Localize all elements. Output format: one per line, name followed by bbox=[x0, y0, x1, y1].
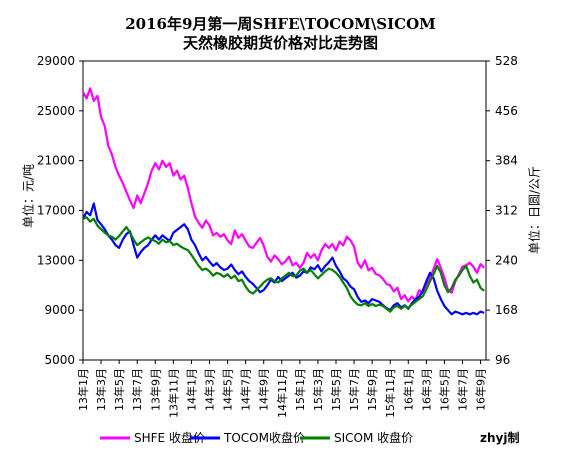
y-tick-label: 5000 bbox=[44, 353, 75, 367]
x-tick-label: 16年5月 bbox=[437, 368, 451, 411]
x-tick-label: 14年7月 bbox=[239, 368, 253, 411]
credit-label: zhyj制 bbox=[480, 430, 519, 445]
x-tick-label: 14年3月 bbox=[203, 368, 217, 411]
x-tick-label: 14年1月 bbox=[184, 368, 198, 411]
y-tick-label: 9000 bbox=[44, 303, 75, 317]
series-line-1 bbox=[82, 87, 485, 303]
x-tick-label: 14年9月 bbox=[257, 368, 271, 411]
series-line-3 bbox=[82, 216, 485, 313]
series-line-2 bbox=[82, 202, 485, 316]
x-tick-label: 13年7月 bbox=[130, 368, 144, 411]
x-tick-label: 16年3月 bbox=[419, 368, 433, 411]
y-tick-label: 17000 bbox=[37, 204, 75, 218]
x-tick-label: 15年1月 bbox=[293, 368, 307, 411]
x-tick-label: 14年5月 bbox=[221, 368, 235, 411]
x-tick-label: 13年11月 bbox=[166, 368, 180, 418]
x-tick-label: 15年9月 bbox=[365, 368, 379, 411]
y-tick-label: 25000 bbox=[37, 104, 75, 118]
x-tick-label: 13年3月 bbox=[94, 368, 108, 411]
x-tick-label: 14年11月 bbox=[275, 368, 289, 418]
x-tick-label: 15年5月 bbox=[329, 368, 343, 411]
x-tick-label: 15年3月 bbox=[311, 368, 325, 411]
y2-tick-label: 240 bbox=[495, 253, 518, 267]
x-tick-label: 16年1月 bbox=[401, 368, 415, 411]
y-tick-label: 13000 bbox=[37, 253, 75, 267]
chart-title: 2016年9月第一周SHFE\TOCOM\SICOM bbox=[125, 15, 436, 33]
y2-tick-label: 312 bbox=[495, 204, 518, 218]
y2-tick-label: 96 bbox=[495, 353, 510, 367]
y2-tick-label: 168 bbox=[495, 303, 518, 317]
y-tick-label: 21000 bbox=[37, 154, 75, 168]
x-tick-label: 15年7月 bbox=[347, 368, 361, 411]
x-tick-label: 13年9月 bbox=[148, 368, 162, 411]
x-tick-label: 13年5月 bbox=[112, 368, 126, 411]
chart-subtitle: 天然橡胶期货价格对比走势图 bbox=[182, 34, 378, 52]
y2-tick-label: 456 bbox=[495, 104, 518, 118]
y2-tick-label: 528 bbox=[495, 54, 518, 68]
legend-label-2: TOCOM收盘价 bbox=[223, 430, 305, 445]
x-tick-label: 13年1月 bbox=[76, 368, 90, 411]
x-tick-label: 15年11月 bbox=[383, 368, 397, 418]
legend-label-1: SHFE 收盘价 bbox=[134, 430, 205, 445]
plot-frame bbox=[82, 60, 487, 361]
legend-label-3: SICOM 收盘价 bbox=[334, 430, 413, 445]
y2-tick-label: 384 bbox=[495, 154, 518, 168]
x-tick-label: 16年7月 bbox=[456, 368, 470, 411]
y-tick-label: 29000 bbox=[37, 54, 75, 68]
x-tick-label: 16年9月 bbox=[474, 368, 488, 411]
